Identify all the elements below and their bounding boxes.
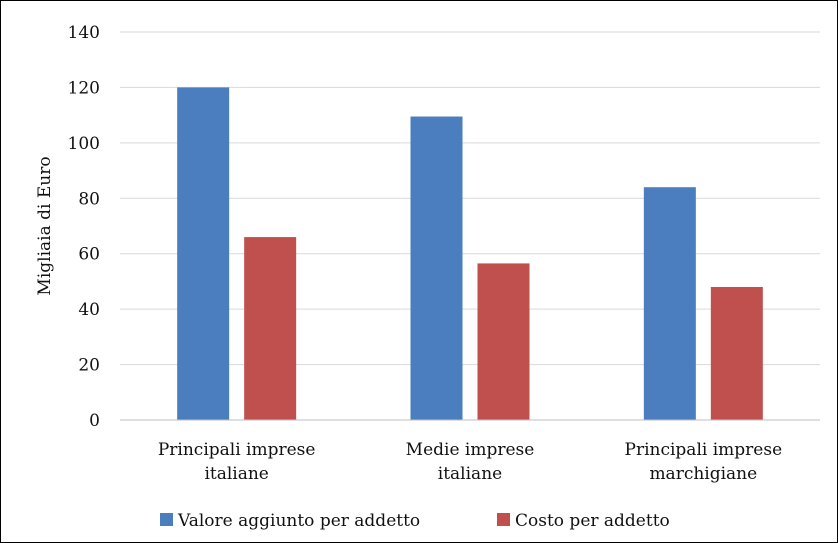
y-tick-label: 100 xyxy=(68,134,100,154)
bar xyxy=(244,237,297,420)
bar xyxy=(477,263,530,420)
bar xyxy=(410,116,463,421)
x-axis-categories: Principali imprese italiane Medie imprese i… xyxy=(158,440,782,484)
gridlines xyxy=(120,31,820,366)
y-tick-label: 40 xyxy=(78,300,100,320)
x-category-label: Principali imprese xyxy=(625,440,783,460)
legend-swatch xyxy=(497,513,510,526)
y-tick-label: 80 xyxy=(78,189,100,209)
y-tick-label: 140 xyxy=(68,23,100,43)
y-axis-label: Migliaia di Euro xyxy=(35,156,55,295)
legend-swatch xyxy=(160,513,173,526)
legend-label: Costo per addetto xyxy=(515,511,670,531)
legend-label: Valore aggiunto per addetto xyxy=(177,511,420,531)
bar xyxy=(643,187,696,420)
bar xyxy=(710,286,763,420)
x-category-label: marchigiane xyxy=(649,464,757,484)
y-tick-label: 20 xyxy=(78,356,100,376)
x-category-label: Principali imprese xyxy=(158,440,316,460)
y-tick-label: 0 xyxy=(89,411,100,431)
legend: Valore aggiunto per addetto Costo per add… xyxy=(160,511,670,531)
y-tick-label: 60 xyxy=(78,245,100,265)
x-category-label: italiane xyxy=(438,464,502,484)
x-category-label: italiane xyxy=(204,464,268,484)
bars xyxy=(177,87,763,421)
bar xyxy=(177,87,230,420)
y-axis-ticks: 0 20 40 60 80 100 120 140 xyxy=(68,23,100,431)
y-tick-label: 120 xyxy=(68,78,100,98)
x-category-label: Medie imprese xyxy=(406,440,535,460)
